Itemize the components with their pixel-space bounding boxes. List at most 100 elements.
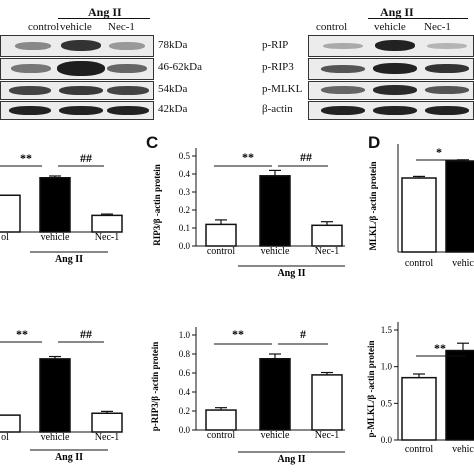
wb-right-group-label: Ang II xyxy=(380,5,414,19)
band xyxy=(11,64,51,73)
chart-c-y-tick-label: 0.3 xyxy=(179,187,191,197)
chart-left-top-x-tick-label: ol xyxy=(1,232,9,243)
wb-marker-4: 42kDa xyxy=(158,103,188,115)
chart-c-y-tick-label: 0.1 xyxy=(179,223,190,233)
chart-rip-bottom-group-label: Ang II xyxy=(277,454,305,465)
band xyxy=(373,85,417,95)
chart-c-x-tick-label: vehicle xyxy=(261,246,290,257)
chart-rip-bottom-x-tick-label: control xyxy=(207,430,236,441)
chart-mlkl-bottom-bar-control xyxy=(401,376,437,441)
wb-left-row-3 xyxy=(0,81,154,100)
band xyxy=(59,106,103,115)
band xyxy=(425,86,469,94)
chart-left-bottom-significance-mark: ## xyxy=(80,327,92,341)
wb-marker-2: 46-62kDa xyxy=(158,61,202,73)
band xyxy=(321,106,365,115)
chart-d-x-tick-label: control xyxy=(405,258,434,269)
chart-d-significance-mark: * xyxy=(436,145,442,159)
wb-left-group-bracket xyxy=(58,18,150,19)
chart-d-bar-vehicle xyxy=(445,160,474,253)
band xyxy=(321,65,365,73)
wb-right-nec-label: Nec-1 xyxy=(424,21,451,33)
chart-rip-bottom-bar-vehicle xyxy=(259,358,291,431)
chart-left-bottom-significance-mark: ** xyxy=(16,327,28,341)
chart-rip-bottom-y-tick-label: 1.0 xyxy=(179,330,191,340)
wb-left-row-1 xyxy=(0,35,154,57)
chart-mlkl-bottom-y-axis-label: p-MLKL/β -actin protein xyxy=(366,340,376,437)
wb-marker-1: 78kDa xyxy=(158,39,188,51)
wb-right-control-label: control xyxy=(316,21,348,33)
chart-rip-bottom-significance-mark: ** xyxy=(232,327,244,341)
chart-rip-bottom-significance-mark: # xyxy=(300,327,306,341)
chart-left-bottom-group-label: Ang II xyxy=(55,452,83,463)
chart-c-bar-control xyxy=(205,223,237,247)
wb-right-vehicle-label: vehicle xyxy=(374,21,406,33)
chart-left-top-bar-nec-1 xyxy=(91,214,123,233)
chart-left-bottom-bar-nec-1 xyxy=(91,412,123,433)
chart-left-top-x-tick-label: vehicle xyxy=(41,232,70,243)
wb-left-group-label: Ang II xyxy=(88,5,122,19)
chart-mlkl-bottom-y-tick-label: 1.5 xyxy=(381,325,393,335)
wb-right-row-3 xyxy=(308,81,474,100)
band xyxy=(15,42,51,50)
wb-left-vehicle-label: vehicle xyxy=(60,21,92,33)
wb-label-p-rip3: p-RIP3 xyxy=(262,61,294,73)
chart-c-significance-mark: ** xyxy=(242,150,254,164)
band xyxy=(323,43,363,49)
band xyxy=(57,61,105,76)
chart-left-top-group-label: Ang II xyxy=(55,254,83,265)
band xyxy=(109,42,145,50)
chart-rip-bottom-x-tick-label: Nec-1 xyxy=(315,430,339,441)
band xyxy=(375,40,415,51)
panel-letter-d: D xyxy=(368,133,381,152)
band xyxy=(9,106,51,115)
panel-letter-c: C xyxy=(146,133,159,152)
chart-rip-bottom-y-axis-label: p-RIP3/β -actin protein xyxy=(150,342,160,432)
wb-right-row-2 xyxy=(308,58,474,80)
wb-left-control-label: control xyxy=(28,21,60,33)
wb-left-row-2 xyxy=(0,58,154,80)
chart-rip-bottom-y-tick-label: 0.8 xyxy=(179,349,191,359)
wb-right-row-4 xyxy=(308,101,474,120)
chart-mlkl-bottom-bar-vehicle xyxy=(445,349,474,441)
chart-c-significance-mark: ## xyxy=(300,150,312,164)
chart-left-bottom-x-tick-label: vehicle xyxy=(41,432,70,443)
chart-rip-bottom-y-tick-label: 0.6 xyxy=(179,368,191,378)
chart-left-bottom-x-tick-label: Nec-1 xyxy=(95,432,119,443)
chart-left-top-bar-control xyxy=(0,194,21,233)
wb-label-beta-actin: β-actin xyxy=(262,103,293,115)
chart-d-bar-control xyxy=(401,177,437,253)
chart-mlkl-bottom-x-tick-label: control xyxy=(405,444,434,455)
chart-left-top-significance-mark: ** xyxy=(20,151,32,165)
chart-left-top-bar-vehicle xyxy=(39,177,71,233)
wb-label-p-mlkl: p-MLKL xyxy=(262,83,303,95)
chart-c-y-tick-label: 0.5 xyxy=(179,151,191,161)
chart-c-x-tick-label: control xyxy=(207,246,236,257)
chart-d-y-axis-label: MLKL/β -actin protein xyxy=(368,161,378,250)
wb-right-group-bracket xyxy=(368,18,468,19)
band xyxy=(59,86,103,95)
chart-mlkl-bottom-significance-mark: ** xyxy=(434,341,446,355)
band xyxy=(107,86,149,95)
chart-left-bottom-bar-vehicle xyxy=(39,358,71,433)
chart-c-y-axis-label: RIP3/β -actin protein xyxy=(152,164,162,246)
chart-mlkl-bottom-y-tick-label: 0.5 xyxy=(381,398,393,408)
chart-left-bottom-bar-control xyxy=(0,414,21,433)
chart-mlkl-bottom-y-tick-label: 1.0 xyxy=(381,362,393,372)
wb-left-row-4 xyxy=(0,101,154,120)
band xyxy=(321,86,365,94)
band xyxy=(425,106,469,115)
chart-c-group-label: Ang II xyxy=(277,268,305,279)
chart-rip-bottom-bar-nec-1 xyxy=(311,374,343,431)
wb-marker-3: 54kDa xyxy=(158,83,188,95)
band xyxy=(427,43,467,49)
wb-right-row-1 xyxy=(308,35,474,57)
chart-c-bar-vehicle xyxy=(259,175,291,247)
band xyxy=(107,64,147,73)
chart-c-x-tick-label: Nec-1 xyxy=(315,246,339,257)
band xyxy=(373,63,417,74)
band xyxy=(107,106,149,115)
chart-c-y-tick-label: 0.0 xyxy=(179,241,191,251)
